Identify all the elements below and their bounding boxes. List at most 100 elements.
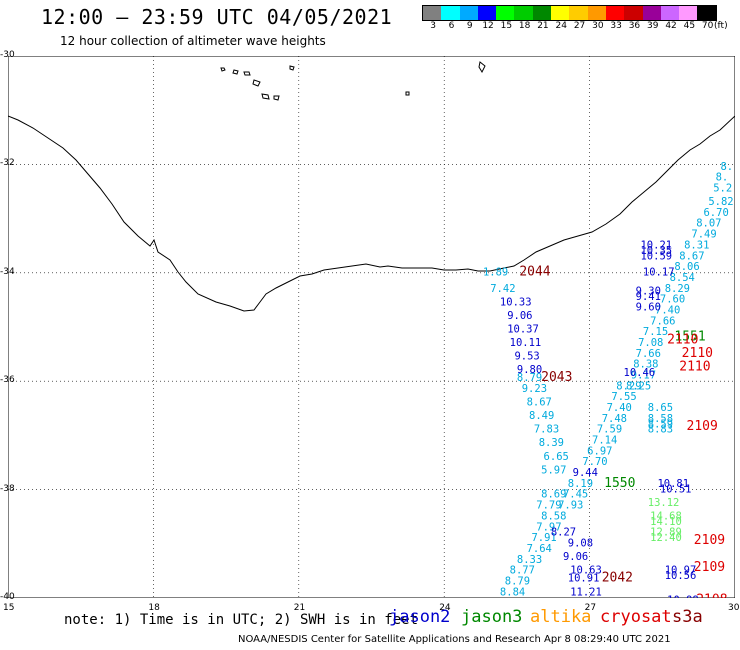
wave-height-value: 8.33 (517, 554, 542, 566)
wave-height-value: 10.97 (665, 565, 697, 577)
wave-height-value: 8.39 (539, 437, 564, 449)
legend-label: 36 (628, 21, 641, 31)
lat-label: -34 (0, 266, 15, 277)
pass-time-label: 2109 (687, 419, 718, 434)
wave-height-value: 7.79 (536, 500, 561, 512)
legend-swatch (423, 6, 442, 20)
wave-height-value: 8.65 (648, 402, 673, 414)
wave-height-value: 8.06 (674, 261, 699, 273)
pass-time-label: 2110 (682, 346, 713, 361)
legend-swatch (697, 6, 716, 20)
wave-height-value: 7.64 (527, 543, 552, 555)
legend-label: 9 (466, 21, 473, 31)
legend-label: 70 (701, 21, 714, 31)
wave-height-value: 7.60 (660, 294, 685, 306)
wave-height-value: 5.82 (708, 196, 733, 208)
legend-swatch (679, 6, 698, 20)
pass-time-label: 2044 (519, 265, 550, 280)
legend-swatch (532, 6, 552, 20)
lon-label: 21 (293, 603, 306, 613)
wave-height-value: 8.83 (648, 424, 673, 436)
wave-height-value: 12.40 (650, 532, 682, 544)
wave-height-value: 10.37 (507, 323, 539, 335)
satellite-altika: altika (530, 607, 592, 627)
legend-label: 3 (430, 21, 437, 31)
legend-label: 27 (573, 21, 586, 31)
wave-height-value: 9.06 (563, 551, 588, 563)
wave-height-value: 7.97 (536, 521, 561, 533)
wave-height-value: 8.49 (529, 410, 554, 422)
wave-height-value: 9.23 (522, 383, 547, 395)
legend-swatch (459, 6, 478, 20)
legend-swatch (514, 6, 533, 20)
wave-height-value: 9.44 (573, 467, 598, 479)
legend-label: 18 (518, 21, 531, 31)
wave-height-value: 10.59 (640, 250, 672, 262)
pass-time-label: 2109 (694, 533, 725, 548)
legend-label: 12 (482, 21, 494, 31)
wave-height-value: 6.65 (544, 451, 569, 463)
wave-height-value: 7.66 (650, 315, 675, 327)
color-legend (422, 5, 717, 21)
wave-height-value: 7.48 (602, 413, 627, 425)
legend-label: 21 (537, 21, 549, 31)
wave-height-value: 8.19 (568, 478, 593, 490)
legend-label: 30 (592, 21, 604, 31)
legend-label: 15 (500, 21, 513, 31)
lon-label: 27 (584, 603, 597, 613)
wave-height-value: 10.17 (643, 267, 675, 279)
wave-height-value: 7.91 (531, 532, 556, 544)
legend-swatch (587, 6, 606, 20)
wave-height-value: 8. (716, 172, 729, 184)
wave-height-value: 13.12 (648, 497, 680, 509)
legend-label: 39 (647, 21, 659, 31)
wave-height-value: 9.60 (636, 302, 661, 314)
legend-label: 6 (448, 21, 455, 31)
credit-line: NOAA/NESDIS Center for Satellite Applica… (238, 634, 671, 645)
pass-time-label: 2109 (694, 560, 725, 575)
wave-height-value: 10.91 (568, 573, 600, 585)
page-title: 12:00 – 23:59 UTC 04/05/2021 (41, 5, 393, 29)
pass-time-label: 2108 (696, 592, 727, 598)
wave-height-value: 9.17 (631, 369, 656, 381)
wave-height-value: 9.30 (636, 285, 661, 297)
legend-swatch (605, 6, 625, 20)
legend-swatch (477, 6, 497, 20)
legend-labels: 3 6 9 12 15 18 21 24 27 30 33 36 39 42 45 70 (ft) (422, 21, 740, 33)
page-subtitle: 12 hour collection of altimeter wave hei… (60, 34, 326, 48)
wave-height-value: 9.08 (568, 538, 593, 550)
lon-label: 18 (148, 603, 160, 613)
wave-height-value: 10.11 (510, 337, 542, 349)
wave-height-value: 14.68 (650, 510, 682, 522)
wave-height-value: 8.31 (684, 239, 709, 251)
lon-label: 30 (728, 603, 740, 613)
satellite-s3a: s3a (672, 607, 703, 627)
wave-height-value: 9.41 (636, 291, 661, 303)
wave-height-value: 7.08 (638, 337, 663, 349)
map-frame (8, 56, 735, 598)
wave-height-value: 8.58 (541, 510, 566, 522)
legend-label: 42 (665, 21, 677, 31)
wave-height-value: 8.54 (670, 272, 695, 284)
legend-swatch (496, 6, 515, 20)
legend-label: 24 (555, 21, 567, 31)
wave-height-value: 10.46 (624, 367, 656, 379)
wave-height-value: 10.21 (640, 239, 672, 251)
wave-height-value: 7.14 (592, 435, 617, 447)
legend-unit: (ft) (714, 21, 728, 31)
lat-label: -36 (0, 375, 15, 386)
wave-height-value: 10.81 (657, 478, 689, 490)
wave-height-value: 10.07 (490, 597, 522, 598)
wave-height-value: 8.29 (616, 380, 641, 392)
lat-label: -40 (0, 592, 15, 602)
wave-height-value: 6.70 (703, 207, 728, 219)
wave-height-value: 7.83 (534, 424, 559, 436)
wave-height-value: 8.67 (679, 250, 704, 262)
wave-height-value: 7.42 (490, 283, 515, 295)
wave-height-value: 7.45 (563, 489, 588, 501)
wave-height-value: 9.06 (507, 310, 532, 322)
pass-time-label: 2042 (602, 571, 633, 586)
wave-height-value: 8.59 (648, 418, 673, 430)
wave-height-value: 5.97 (541, 464, 566, 476)
lat-label: -30 (0, 50, 15, 60)
